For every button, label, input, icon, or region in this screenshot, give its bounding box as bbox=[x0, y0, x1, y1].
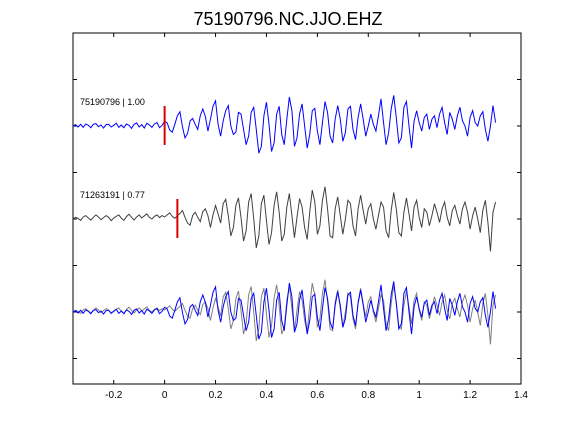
x-tick-label: 1.2 bbox=[463, 390, 477, 401]
trace-label-2: 71263191 | 0.77 bbox=[80, 190, 145, 200]
chart-title: 75190796.NC.JJO.EHZ bbox=[193, 9, 382, 29]
x-axis-ticks: -0.2 0 0.2 0.4 0.6 0.8 1 1.2 1.4 bbox=[105, 33, 528, 401]
y-ticks bbox=[73, 79, 521, 359]
trace-label-1: 75190796 | 1.00 bbox=[80, 97, 145, 107]
plot-frame bbox=[72, 32, 522, 385]
x-tick-label: 0.4 bbox=[260, 390, 274, 401]
overlay-trace-1 bbox=[72, 281, 497, 340]
x-tick-label: 1.4 bbox=[514, 390, 528, 401]
x-tick-label: 1 bbox=[416, 390, 422, 401]
x-tick-label: 0.2 bbox=[209, 390, 223, 401]
x-tick-label: 0 bbox=[162, 390, 168, 401]
overlay-trace-2 bbox=[72, 279, 497, 345]
x-tick-label: -0.2 bbox=[105, 390, 123, 401]
traces: 75190796 | 1.00 71263191 | 0.77 bbox=[72, 95, 497, 345]
x-tick-label: 0.6 bbox=[310, 390, 324, 401]
trace-line-1 bbox=[72, 95, 497, 154]
trace-line-2 bbox=[72, 186, 497, 252]
x-tick-label: 0.8 bbox=[361, 390, 375, 401]
